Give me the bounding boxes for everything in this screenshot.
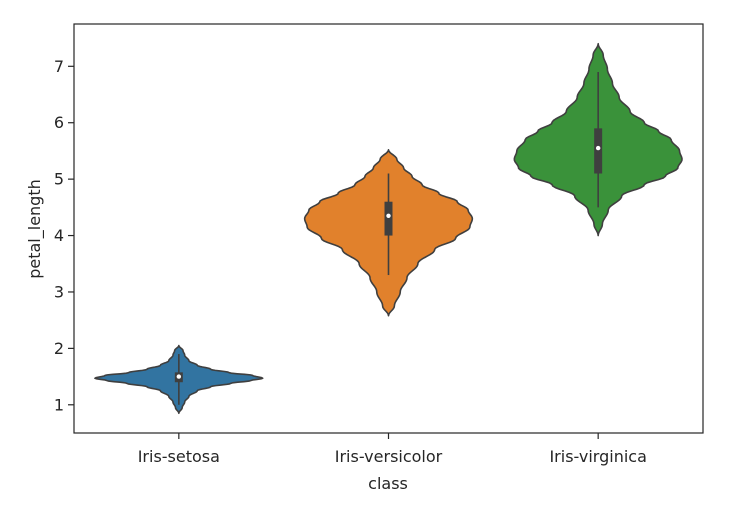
y-tick-label: 6: [54, 113, 64, 132]
x-tick-label: Iris-virginica: [549, 447, 646, 466]
violin-median: [386, 213, 391, 219]
violin-median: [176, 374, 182, 379]
violin-iris-setosa: [94, 344, 264, 415]
violin-iris-versicolor: [303, 149, 474, 317]
x-tick-label: Iris-setosa: [138, 447, 220, 466]
x-axis: Iris-setosa Iris-versicolor Iris-virginica: [138, 433, 647, 466]
y-axis-label: petal_length: [25, 179, 45, 279]
y-axis: 1 2 3 4 5 6 7: [54, 57, 74, 414]
x-tick-label: Iris-versicolor: [335, 447, 443, 466]
y-tick-label: 5: [54, 170, 64, 189]
y-tick-label: 3: [54, 282, 64, 301]
violins-layer: [94, 42, 683, 415]
y-tick-label: 2: [54, 339, 64, 358]
violin-iqr-box: [594, 128, 603, 174]
y-tick-label: 4: [54, 226, 64, 245]
y-tick-label: 1: [54, 395, 64, 414]
violin-median: [595, 145, 601, 151]
violin-iris-virginica: [513, 42, 683, 237]
x-axis-label: class: [368, 474, 408, 493]
violin-iqr-box: [384, 201, 393, 236]
y-tick-label: 7: [54, 57, 64, 76]
